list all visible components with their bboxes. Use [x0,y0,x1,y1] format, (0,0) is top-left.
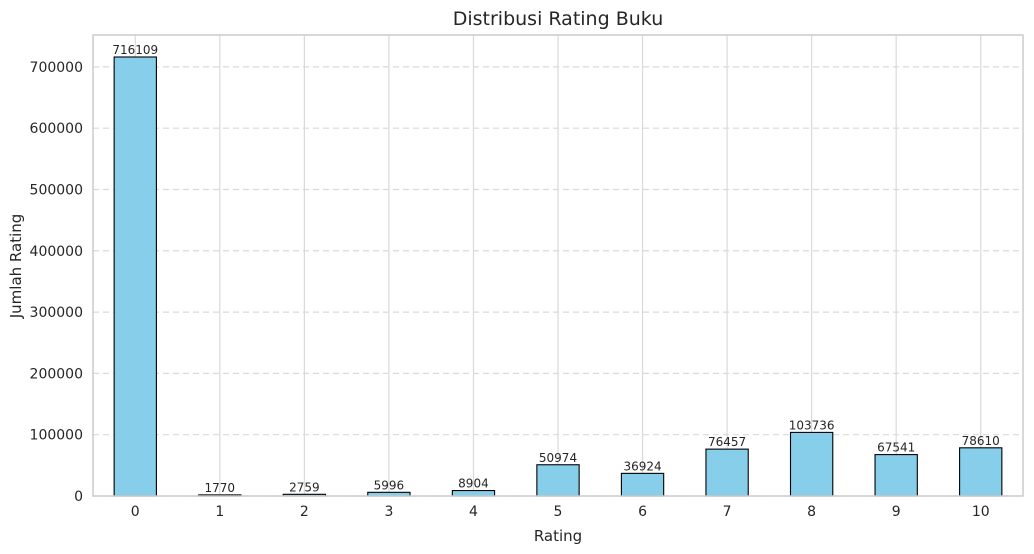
bar [705,448,749,497]
x-tick-label: 9 [892,504,901,520]
bar-value-label: 78610 [962,434,1000,448]
plot-frame [92,34,1024,497]
x-tick-label: 6 [638,504,647,520]
bar [620,472,665,497]
x-axis-title: Rating [534,527,582,545]
x-tick-label: 0 [131,504,140,520]
bar-value-label: 76457 [708,435,746,449]
y-axis-title: Jumlah Rating [7,214,25,320]
x-tick-label: 2 [300,504,309,520]
bar-value-label: 50974 [539,451,577,465]
bar-value-label: 67541 [877,441,915,455]
bars [113,56,1003,497]
x-tick-label: 8 [807,504,816,520]
bar-value-label: 36924 [623,459,661,473]
x-tick-label: 1 [215,504,224,520]
bar-value-label: 2759 [289,480,320,494]
x-tick-label: 10 [972,504,990,520]
bar-value-label: 1770 [205,481,236,495]
bar-value-label: 5996 [374,478,405,492]
y-tick-label: 400000 [30,244,83,260]
bar-value-label: 716109 [112,43,158,57]
tick-labels: 0 100000 200000 300000 400000 500000 600000 700… [30,60,990,520]
chart-title: Distribusi Rating Buku [453,8,664,30]
y-tick-label: 100000 [30,428,83,444]
data-labels: 716109 1770 2759 5996 8904 50974 36924 76457 103… [112,43,999,495]
x-tick-label: 5 [554,504,563,520]
bar [874,454,918,497]
y-tick-label: 300000 [30,305,83,321]
bar [113,56,157,497]
y-tick-label: 600000 [30,121,83,137]
grid-lines [93,35,1023,497]
y-tick-label: 0 [74,489,83,505]
x-tick-label: 4 [469,504,478,520]
bar [536,464,580,497]
x-tick-label: 3 [384,504,393,520]
bar-value-label: 8904 [458,477,489,491]
bar [789,431,834,497]
bar-value-label: 103736 [789,418,835,432]
bar [451,489,496,497]
y-tick-label: 200000 [30,366,83,382]
y-tick-label: 500000 [30,182,83,198]
y-tick-label: 700000 [30,60,83,76]
bar [959,447,1003,497]
x-tick-label: 7 [723,504,732,520]
